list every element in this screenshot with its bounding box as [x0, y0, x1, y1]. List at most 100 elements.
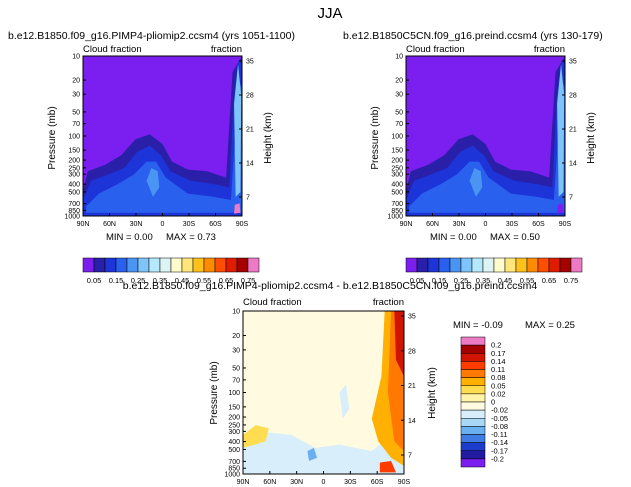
contour-region — [146, 168, 160, 197]
colorbar-swatch — [460, 450, 486, 460]
colorbar-swatch — [460, 385, 486, 395]
y-tick-label: 300 — [391, 172, 403, 179]
y-tick-label: 850 — [228, 466, 240, 473]
contour-region — [406, 59, 565, 217]
colorbar-label: -0.11 — [491, 430, 508, 439]
colorbar-swatch — [214, 257, 227, 273]
colorbar-label: 0 — [491, 398, 495, 407]
colorbar-swatch — [192, 257, 205, 273]
y-right-tick-label: 21 — [246, 127, 254, 134]
panel-3-max-text: MAX = 0.25 — [525, 320, 575, 331]
x-tick-label: 90N — [77, 221, 90, 228]
colorbar-swatch — [570, 257, 583, 273]
contour-region — [469, 168, 483, 197]
colorbar-swatch — [460, 361, 486, 370]
colorbar-label: 0.15 — [109, 276, 124, 285]
y-tick-label: 50 — [395, 109, 403, 116]
colorbar-label: -0.08 — [491, 422, 508, 431]
panel-3-ylabel-right: Height (km) — [427, 367, 438, 419]
colorbar-swatch — [559, 257, 572, 273]
colorbar-swatch — [115, 257, 128, 273]
colorbar-swatch — [460, 353, 486, 362]
x-tick-label: 30N — [290, 479, 303, 486]
y-tick-label: 700 — [68, 201, 80, 208]
panel-2-right-label: fraction — [534, 44, 565, 55]
x-tick-label: 30N — [130, 221, 143, 228]
contour-region — [409, 80, 565, 213]
colorbar-swatch — [82, 257, 95, 273]
colorbar-swatch — [405, 257, 418, 273]
colorbar-label: 0.35 — [476, 276, 491, 285]
panel-1-ylabel-right: Height (km) — [263, 112, 274, 164]
x-tick-label: 30N — [453, 221, 466, 228]
y-tick-label: 20 — [232, 333, 240, 340]
colorbar-swatch — [203, 257, 216, 273]
contour-region — [83, 59, 242, 217]
colorbar-swatch — [548, 257, 561, 273]
colorbar-swatch — [460, 434, 486, 443]
colorbar-swatch — [416, 257, 429, 273]
contour-region — [86, 80, 242, 213]
y-tick-label: 700 — [228, 459, 240, 466]
colorbar-swatch — [438, 257, 451, 273]
contour-region — [557, 203, 564, 214]
y-right-tick-label: 28 — [408, 348, 416, 355]
panel-2-ylabel-right: Height (km) — [586, 112, 597, 164]
y-right-tick-label: 7 — [408, 453, 412, 460]
panel-3-colorbar: 0.20.170.140.110.080.050.020-0.02-0.05-0… — [460, 336, 508, 468]
colorbar-label: -0.02 — [491, 406, 508, 415]
x-tick-label: 60S — [371, 479, 384, 486]
x-tick-label: 60S — [209, 221, 222, 228]
contour-region — [243, 425, 269, 448]
panel-1-min-text: MIN = 0.00 — [106, 232, 153, 243]
panel-1-colorbar: 0.05 0.15 0.25 0.35 0.45 0.55 0.65 0.75 — [82, 257, 260, 285]
x-tick-label: 60S — [532, 221, 545, 228]
x-tick-label: 0 — [161, 221, 165, 228]
colorbar-swatch — [137, 257, 150, 273]
y-right-tick-label: 21 — [408, 383, 416, 390]
colorbar-swatch — [181, 257, 194, 273]
panel-1-plot: 90N 60N 30N 0 30S 60S 90S 10 20 30 50 70 100 150 20025… — [64, 54, 253, 229]
y-tick-label: 250 — [391, 165, 403, 172]
panel-2-colorbar: 0.05 0.15 0.25 0.35 0.45 0.55 0.65 0.75 — [405, 257, 583, 285]
colorbar-swatch — [515, 257, 528, 273]
colorbar-label: 0.14 — [491, 357, 506, 366]
y-tick-label: 20 — [72, 78, 80, 85]
panel-1-max-text: MAX = 0.73 — [166, 232, 216, 243]
contour-region — [234, 203, 241, 214]
colorbar-swatch — [460, 458, 486, 468]
y-tick-label: 700 — [391, 201, 403, 208]
y-tick-label: 10 — [232, 309, 240, 316]
colorbar-swatch — [460, 442, 486, 451]
y-right-tick-label: 28 — [569, 93, 577, 100]
y-tick-label: 400 — [228, 439, 240, 446]
colorbar-label: 0.75 — [241, 276, 256, 285]
y-right-tick-label: 14 — [246, 161, 254, 168]
y-right-tick-label: 35 — [569, 59, 577, 66]
panel-1: b.e12.B1850.f09_g16.PIMP4-pliomip2.ccsm4… — [8, 30, 295, 285]
y-tick-label: 500 — [68, 189, 80, 196]
x-tick-label: 0 — [322, 479, 326, 486]
colorbar-label: 0.65 — [219, 276, 234, 285]
y-right-tick-label: 35 — [246, 59, 254, 66]
colorbar-label: 0.75 — [564, 276, 579, 285]
colorbar-label: 0.55 — [197, 276, 212, 285]
colorbar-swatch — [148, 257, 161, 273]
colorbar-swatch — [247, 257, 260, 273]
colorbar-label: 0.45 — [498, 276, 513, 285]
y-tick-label: 100 — [391, 134, 403, 141]
colorbar-swatch — [460, 401, 486, 411]
panel-3-right-label: fraction — [373, 297, 404, 308]
y-right-tick-label: 14 — [569, 161, 577, 168]
y-tick-label: 200 — [391, 158, 403, 165]
colorbar-swatch — [170, 257, 183, 273]
y-tick-label: 1000 — [64, 214, 80, 221]
colorbar-swatch — [460, 393, 486, 403]
panel-3-title: b.e12.B1850.f09_g16.PIMP4-pliomip2.ccsm4… — [123, 280, 538, 292]
y-tick-label: 30 — [395, 92, 403, 99]
colorbar-label: 0.65 — [542, 276, 557, 285]
colorbar-label: -0.14 — [491, 438, 508, 447]
colorbar-swatch — [225, 257, 238, 273]
y-tick-label: 300 — [68, 172, 80, 179]
colorbar-swatch — [126, 257, 139, 273]
